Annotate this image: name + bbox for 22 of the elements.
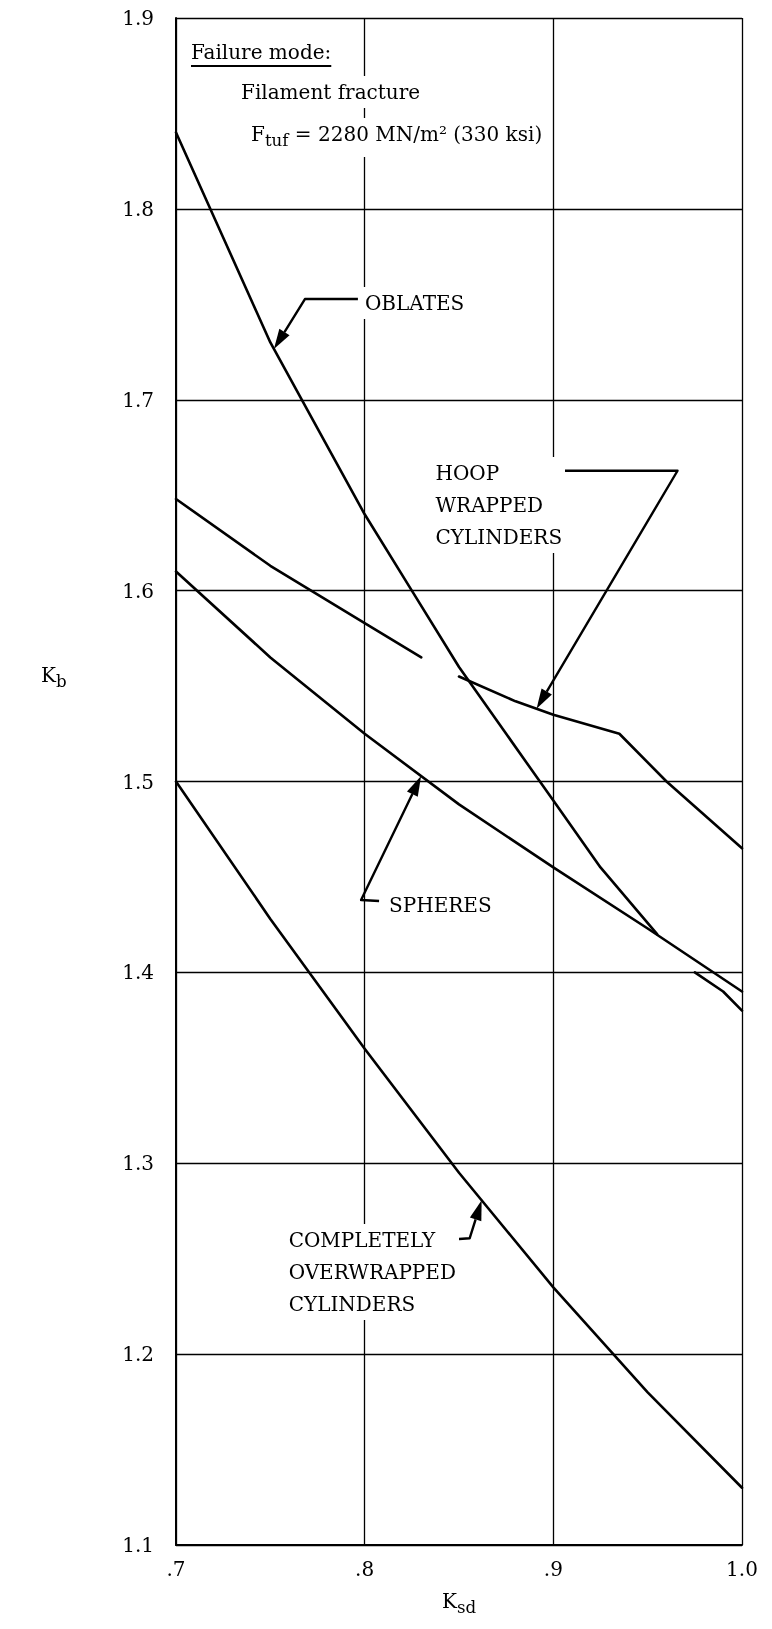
annotation: Failure mode: xyxy=(188,36,335,68)
x-axis-title: K$_{sd}$ xyxy=(441,1588,478,1619)
y-axis-title: K$_{b}$ xyxy=(40,662,68,694)
y-tick-label: 1.4 xyxy=(122,960,154,985)
text: HOOP WRAPPED CYLINDERS xyxy=(432,456,566,553)
x-tick-label: .7 xyxy=(166,1557,186,1581)
y-tick-label: 1.5 xyxy=(122,769,154,794)
x-tick-label: .8 xyxy=(355,1557,375,1581)
text: SPHERES xyxy=(386,889,495,921)
x-tick-label: .9 xyxy=(543,1557,563,1581)
y-tick-label: 1.2 xyxy=(122,1342,154,1367)
y-tick-label: 1.7 xyxy=(122,387,154,412)
annotation: Filament fracture xyxy=(238,76,424,108)
x-tick-label: 1.0 xyxy=(726,1557,758,1581)
legend-label: OBLATES xyxy=(361,287,468,319)
series-label: COMPLETELY OVERWRAPPED CYLINDERS xyxy=(285,1224,459,1321)
y-tick-label: 1.8 xyxy=(122,196,154,221)
y-tick-label: 1.3 xyxy=(122,1151,154,1176)
y-tick-label: 1.9 xyxy=(122,6,154,30)
y-tick-label: 1.6 xyxy=(122,578,154,603)
y-tick-label: 1.1 xyxy=(122,1533,154,1557)
annotation: F$_{tuf}$ = 2280 MN/m² (330 ksi) xyxy=(248,118,546,157)
